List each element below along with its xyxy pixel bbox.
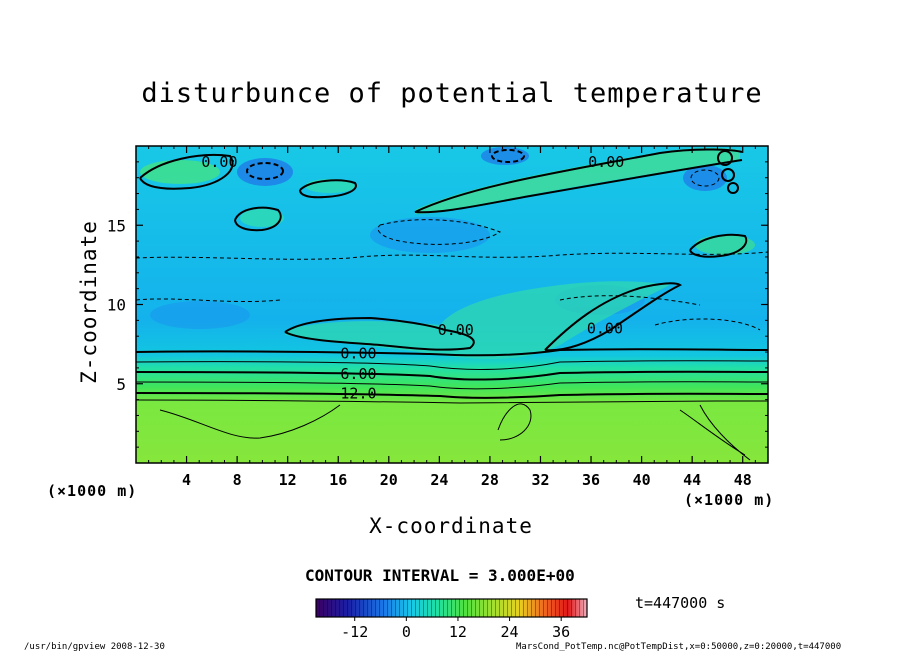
contour-label: 6.00 [340, 365, 376, 383]
contour-line-thin [136, 399, 768, 404]
colorbar-frame [315, 598, 588, 618]
colorbar: -12 0 12 24 36 [315, 598, 588, 641]
contour-line-bold [136, 348, 768, 357]
x-tick-label: 16 [329, 471, 347, 489]
contour-thin-lower [679, 404, 751, 461]
contour-thin-lower [159, 404, 341, 439]
x-tick-label: 32 [531, 471, 549, 489]
contour-line-bold [299, 179, 357, 199]
x-tick-label: 48 [734, 471, 752, 489]
contour-ring [721, 168, 735, 182]
contour-dashed [377, 219, 502, 245]
contour-label: 0.00 [340, 345, 376, 363]
field-patches [140, 147, 755, 360]
contour-label: 0.00 [438, 321, 474, 339]
x-tick-label: 36 [582, 471, 600, 489]
contour-ring [717, 150, 733, 166]
contour-line-bold [544, 282, 683, 352]
time-label: t=447000 s [635, 594, 726, 612]
contour-label: 0.00 [588, 153, 624, 171]
warm-band [285, 281, 670, 360]
y-tick-label: 15 [107, 216, 126, 235]
y-tick-label: 5 [116, 375, 126, 394]
x-tick-label: 4 [182, 471, 191, 489]
chart-title: disturbunce of potential temperature [141, 78, 763, 109]
footer-right: MarsCond_PotTemp.nc@PotTempDist,x=0:5000… [516, 642, 842, 652]
y-axis-ticks: 5 10 15 [107, 145, 768, 464]
contour-line-bold [284, 316, 475, 351]
x-tick-label: 40 [633, 471, 651, 489]
colorbar-tick-label: 24 [501, 623, 519, 641]
warm-patch [240, 209, 284, 227]
contour-dashed [491, 149, 525, 163]
colorbar-tick-label: 36 [552, 623, 570, 641]
contour-label: 0.00 [201, 153, 237, 171]
contour-line-thin [136, 360, 768, 370]
contour-dashed [690, 169, 720, 187]
contour-ring [727, 182, 739, 194]
x-tick-label: 28 [481, 471, 499, 489]
cold-patch [150, 301, 250, 329]
cold-patch [370, 217, 490, 253]
contour-lines [136, 148, 768, 461]
colorbar-tick-label: 12 [449, 623, 467, 641]
warm-band [415, 148, 740, 214]
contour-line-bold [136, 392, 768, 399]
cold-patch [683, 165, 727, 191]
contour-dashed [136, 295, 701, 306]
x-tick-label: 44 [683, 471, 701, 489]
colorbar-ticks: -12 0 12 24 36 [341, 617, 570, 641]
x-axis-label: X-coordinate [369, 514, 533, 538]
colorbar-tick-label: 0 [402, 623, 411, 641]
contour-line-bold [689, 233, 748, 258]
contour-line-thin [136, 381, 768, 390]
colorbar-tick-label: -12 [341, 623, 368, 641]
x-tick-label: 24 [430, 471, 448, 489]
x-axis-unit: (×1000 m) [684, 491, 775, 509]
x-tick-label: 12 [279, 471, 297, 489]
contour-line-bold [139, 154, 234, 190]
cold-patch [237, 158, 293, 186]
contour-line-bold [136, 370, 768, 381]
footer-left: /usr/bin/gpview 2008-12-30 [24, 642, 165, 652]
z-axis-unit: (×1000 m) [47, 482, 138, 500]
contour-label: 12.0 [340, 384, 376, 402]
contour-interval-label: CONTOUR INTERVAL = 3.000E+00 [305, 566, 575, 585]
colorbar-stripes [316, 599, 587, 617]
x-tick-label: 8 [233, 471, 242, 489]
x-tick-label: 20 [380, 471, 398, 489]
contour-label: 0.00 [587, 319, 623, 337]
contour-dashed [136, 251, 768, 260]
x-axis-ticks: 4 8 12 16 20 24 28 32 36 40 44 48 [135, 146, 769, 489]
contour-dashed [654, 318, 761, 331]
contour-dashed [246, 162, 284, 180]
contour-line-bold [234, 206, 282, 232]
contour-line-bold [414, 148, 743, 214]
contour-thin-lower [497, 403, 532, 441]
y-tick-label: 10 [107, 296, 126, 315]
plot-area [136, 146, 768, 463]
